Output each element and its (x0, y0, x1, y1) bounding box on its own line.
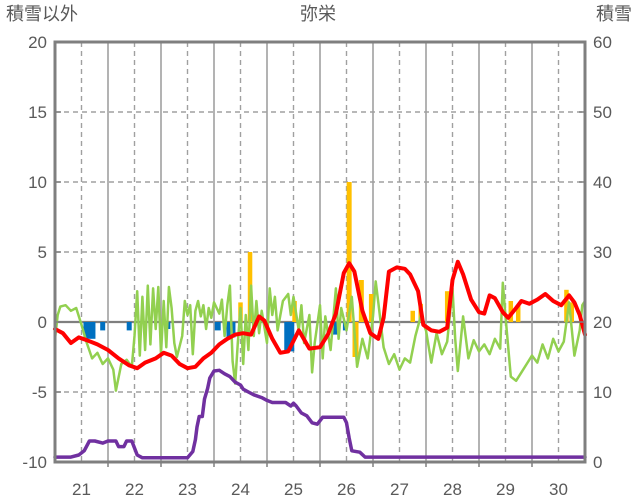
left-axis-label: -5 (32, 383, 47, 402)
yellow-bars-bar (515, 305, 521, 322)
blue-bars-bar (126, 322, 132, 331)
yellow-bars-bar (569, 302, 574, 322)
x-axis-label: 24 (231, 480, 250, 499)
right-axis-label: 40 (593, 173, 612, 192)
yellow-bars-bar (410, 310, 415, 322)
series-red-line (53, 259, 587, 371)
series-purple-line (53, 368, 587, 460)
right-axis-title: 積雪 (596, 4, 632, 24)
left-axis-label: 10 (28, 173, 47, 192)
x-axis-label: 23 (178, 480, 197, 499)
left-axis-label: 15 (28, 103, 47, 122)
right-axis-label: 60 (593, 33, 612, 52)
series-green-line (53, 280, 587, 392)
right-axis-label: 20 (593, 313, 612, 332)
purple-line (53, 368, 587, 460)
blue-bars-bar (284, 322, 295, 352)
blue-bars-bar (83, 322, 96, 339)
left-axis-label: -10 (22, 453, 47, 472)
yellow-bars-bar (444, 291, 450, 322)
x-axis-label: 26 (337, 480, 356, 499)
yellow-bars-bar (564, 289, 569, 322)
left-axis-label: 5 (38, 243, 47, 262)
right-axis-label: 50 (593, 103, 612, 122)
left-axis-label: 0 (38, 313, 47, 332)
x-axis-label: 21 (72, 480, 91, 499)
chart-title: 弥栄 (300, 4, 336, 24)
left-axis-labels: 20 15 10 5 0 -5 -10 (22, 33, 47, 472)
x-axis-label: 29 (496, 480, 515, 499)
blue-bars-bar (331, 322, 338, 335)
x-axis-label: 22 (125, 480, 144, 499)
right-axis-label: 0 (593, 453, 602, 472)
yellow-bars-bar (368, 294, 374, 322)
tick-marks (55, 41, 585, 467)
blue-bars-bar (214, 322, 221, 331)
left-axis-label: 20 (28, 33, 47, 52)
left-axis-title: 積雪以外 (6, 4, 78, 24)
x-axis-label: 28 (443, 480, 462, 499)
green-line (53, 280, 587, 392)
x-axis-labels: 21 22 23 24 25 26 27 28 29 30 (72, 480, 568, 499)
right-axis-label: 30 (593, 243, 612, 262)
right-axis-labels: 60 50 40 30 20 10 0 (593, 33, 612, 472)
x-axis-label: 30 (549, 480, 568, 499)
right-axis-label: 10 (593, 383, 612, 402)
yellow-bars-bar (346, 182, 352, 322)
gridlines (55, 42, 585, 462)
red-line (53, 259, 587, 371)
blue-bars-bar (100, 322, 106, 331)
x-axis-label: 27 (390, 480, 409, 499)
x-axis-label: 25 (284, 480, 303, 499)
